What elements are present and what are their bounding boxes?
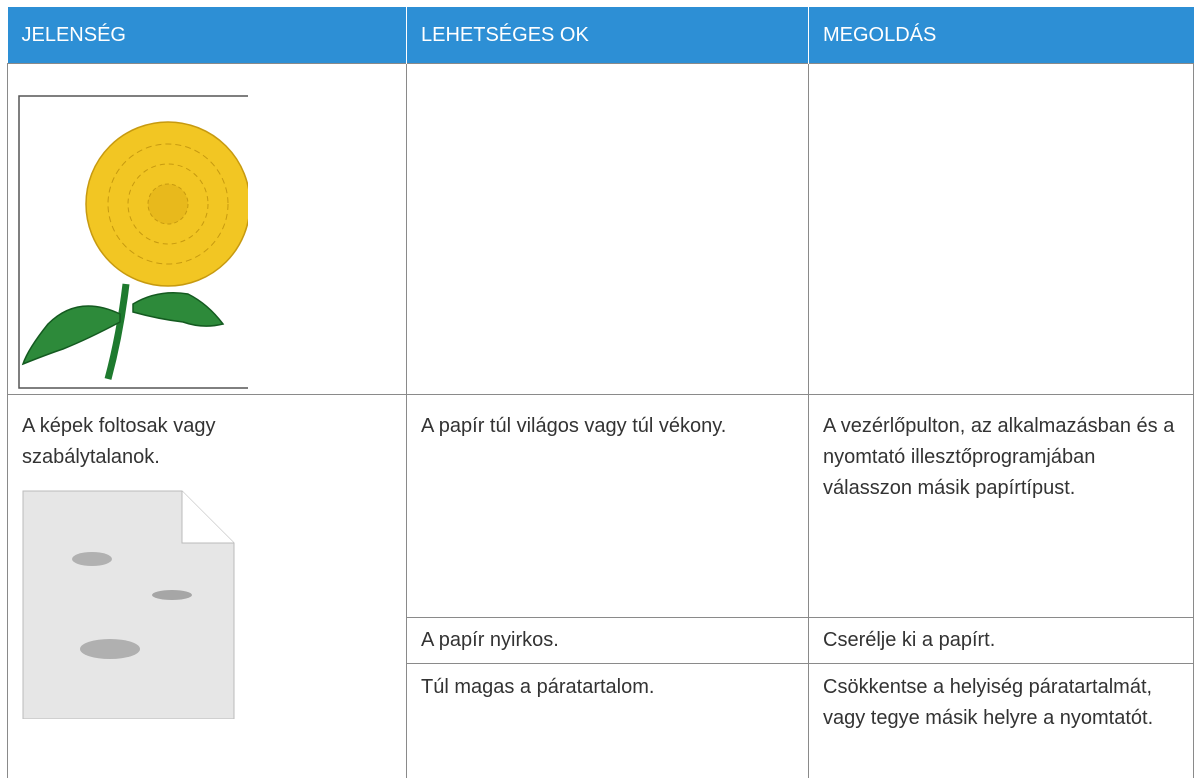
cell: Csökkentse a helyiség páratartalmát, vag… [808,663,1194,778]
blotched-page-sample [22,490,235,719]
cell: A papír nyirkos. [406,617,809,664]
cell [7,63,407,395]
header-cell: JELENSÉG [7,7,407,64]
cell: A papír túl világos vagy túl vékony. [406,394,809,618]
row: A képek foltosak vagy szabálytalanok. A … [7,394,1194,778]
header-cell: LEHETSÉGES OK [406,7,809,64]
cell: Túl magas a páratartalom. [406,663,809,778]
row: Túl magas a páratartalom. Csökkentse a h… [8,663,1194,778]
header-cell: MEGOLDÁS [808,7,1194,64]
row: A papír nyirkos. Cserélje ki a papírt. [8,617,1194,664]
image-row [7,63,1194,395]
cell [406,63,809,395]
cell: Cserélje ki a papírt. [808,617,1194,664]
symptom-text: A képek foltosak vagy szabálytalanok. [22,415,216,468]
cell [808,63,1194,395]
cell: A vezérlőpulton, az alkalmazásban és a n… [808,394,1194,618]
troubleshooting-table: JELENSÉG LEHETSÉGES OK MEGOLDÁS [7,7,1194,778]
flower-sample [18,95,248,389]
header-row: JELENSÉG LEHETSÉGES OK MEGOLDÁS [7,7,1194,64]
cell: A képek foltosak vagy szabálytalanok. [7,394,407,778]
